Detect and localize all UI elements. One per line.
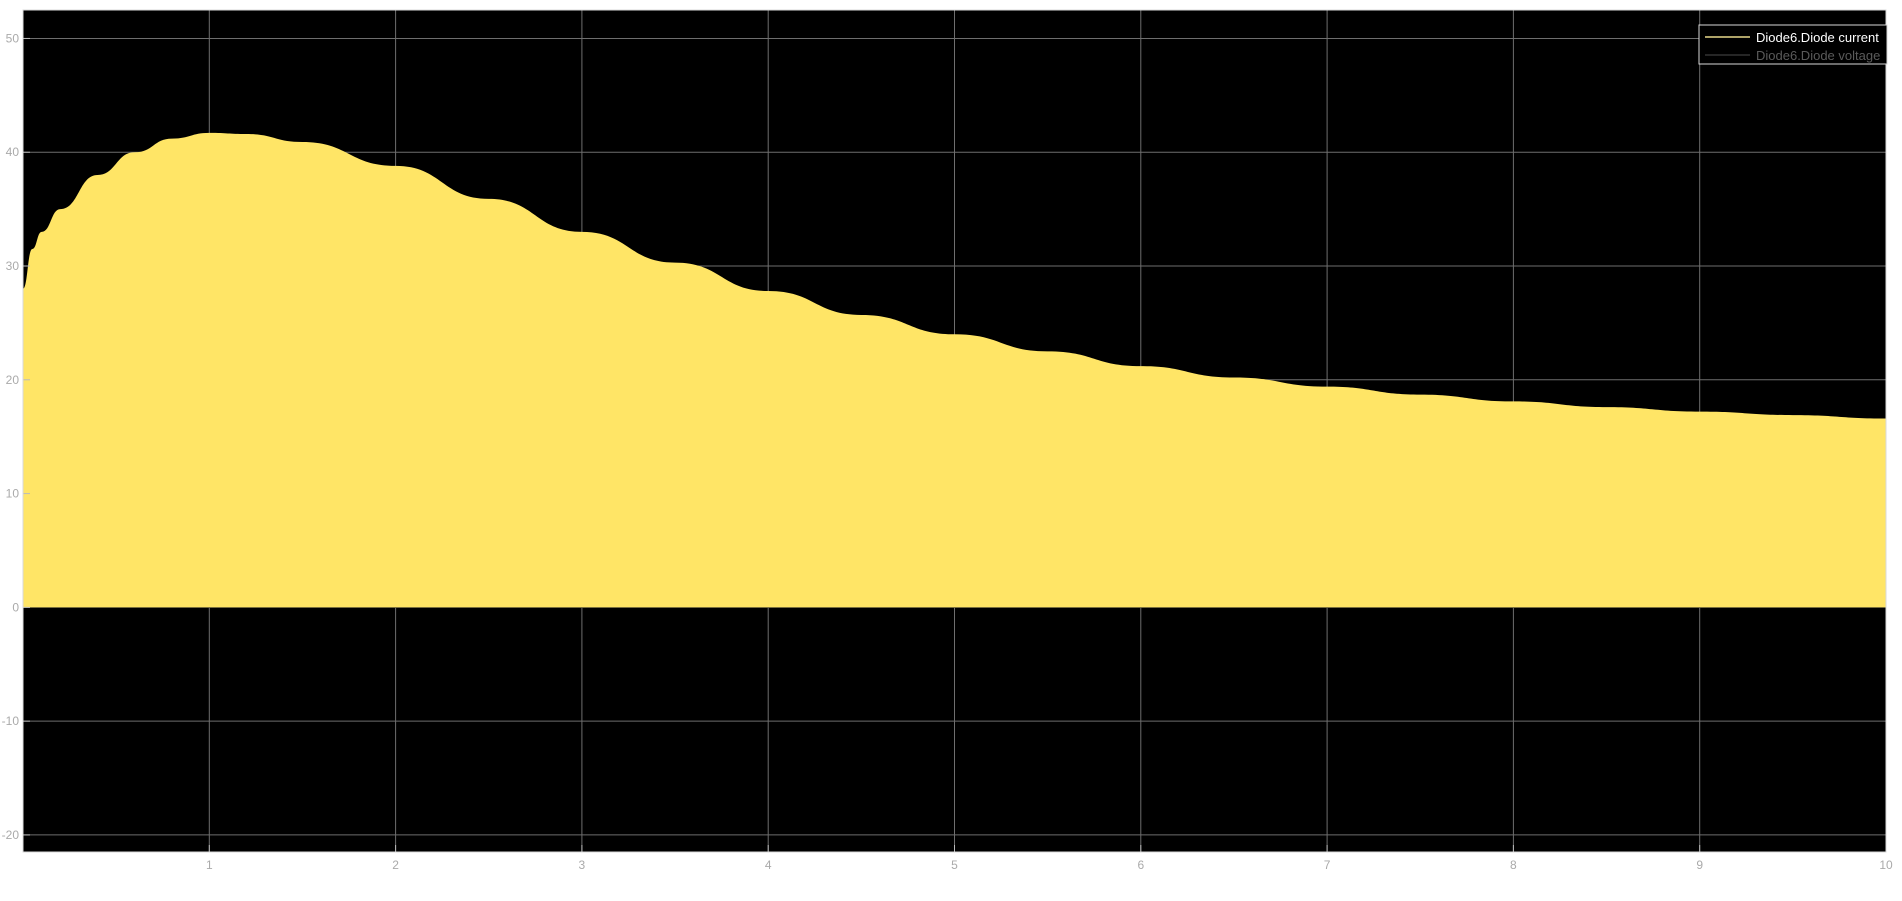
y-tick-label: -20	[2, 828, 20, 842]
legend-entry-label: Diode6.Diode current	[1756, 30, 1879, 45]
ticks-layer: 1 2 3 4 5 6 7 8 9 10 -20 -10 0 10 20 30 40 50	[2, 9, 1893, 872]
plot-frame	[22, 9, 1887, 853]
x-tick-label: 4	[765, 858, 772, 872]
y-tick-label: 30	[6, 259, 20, 273]
series-diode-current-area	[23, 132, 1886, 608]
x-tick-label: 9	[1696, 858, 1703, 872]
x-tick-label: 1	[206, 858, 213, 872]
x-tick-label: 2	[392, 858, 399, 872]
legend-box	[1698, 24, 1888, 65]
x-tick-label: 10	[1879, 858, 1893, 872]
y-tick-label: 50	[6, 31, 20, 45]
x-tick-label: 8	[1510, 858, 1517, 872]
y-tick-label: 20	[6, 373, 20, 387]
y-tick-label: 40	[6, 145, 20, 159]
series-layer	[23, 132, 1886, 608]
y-tick-label: 10	[6, 487, 20, 501]
x-tick-label: 5	[951, 858, 958, 872]
x-tick-label: 3	[579, 858, 586, 872]
y-tick-label: 0	[12, 600, 19, 614]
legend[interactable]: Diode6.Diode current Diode6.Diode voltage	[1698, 24, 1888, 65]
legend-entry-label: Diode6.Diode voltage	[1756, 48, 1880, 63]
x-tick-label: 7	[1324, 858, 1331, 872]
y-tick-label: -10	[2, 714, 20, 728]
x-tick-label: 6	[1137, 858, 1144, 872]
